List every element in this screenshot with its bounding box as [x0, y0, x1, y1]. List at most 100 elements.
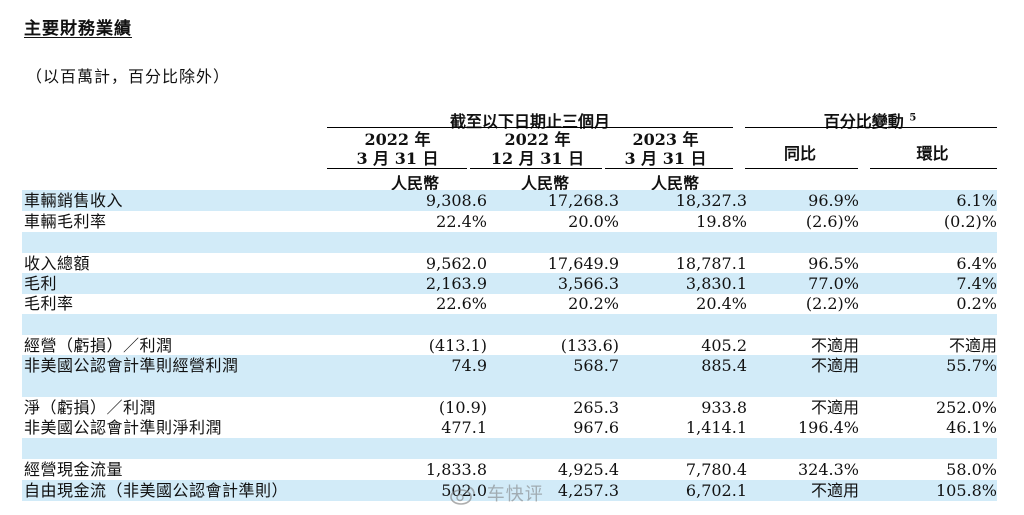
col3-header: 2023 年 3 月 31 日 [598, 130, 733, 168]
period-group-header: 截至以下日期止三個月 [330, 108, 730, 132]
cell-q4-2022: (133.6) [561, 335, 619, 356]
period-group-rule [327, 127, 733, 128]
table-row: 毛利率 22.6% 20.2% 20.4% (2.2)% 0.2% [22, 293, 997, 314]
cell-yoy: (2.6)% [806, 211, 859, 232]
yoy-header: 同比 [745, 140, 855, 164]
table-row: 收入總額 9,562.0 17,649.9 18,787.1 96.5% 6.4… [22, 253, 997, 274]
row-label: 經營（虧損）／利潤 [24, 335, 173, 356]
row-label: 自由現金流（非美國公認會計準則） [24, 480, 288, 501]
table-row: 經營現金流量 1,833.8 4,925.4 7,780.4 324.3% 58… [22, 459, 997, 480]
table-row: 車輛銷售收入 9,308.6 17,268.3 18,327.3 96.9% 6… [22, 190, 997, 211]
cell-q1-2022: (413.1) [429, 335, 487, 356]
col3-year: 2023 年 [598, 130, 733, 149]
cell-q1-2023: 18,787.1 [676, 253, 747, 274]
row-label: 車輛銷售收入 [24, 190, 123, 211]
row-label: 經營現金流量 [24, 459, 123, 480]
cell-qoq: 105.8% [936, 480, 997, 501]
section-title: 主要財務業績 [24, 14, 132, 39]
cell-q4-2022: 20.0% [568, 211, 619, 232]
cell-q4-2022: 4,925.4 [558, 459, 619, 480]
yoy-rule [745, 168, 858, 169]
cell-q1-2022: 9,308.6 [426, 190, 487, 211]
cell-q4-2022: 568.7 [573, 355, 619, 376]
cell-q4-2022: 20.2% [568, 293, 619, 314]
cell-q1-2023: 885.4 [701, 355, 747, 376]
cell-q1-2023: 1,414.1 [686, 417, 747, 438]
cell-q1-2022: (10.9) [439, 397, 487, 418]
cell-qoq: 46.1% [946, 417, 997, 438]
cell-qoq: 58.0% [946, 459, 997, 480]
weibo-logo-icon [450, 485, 476, 505]
cell-q1-2023: 405.2 [701, 335, 747, 356]
cell-yoy: 不適用 [811, 335, 859, 356]
change-group-rule [745, 127, 997, 128]
col2-header: 2022 年 12 月 31 日 [470, 130, 605, 168]
row-label: 毛利 [24, 273, 57, 294]
cell-q4-2022: 17,268.3 [548, 190, 619, 211]
spacer-band [22, 438, 997, 459]
cell-q1-2023: 6,702.1 [686, 480, 747, 501]
cell-yoy: 77.0% [808, 273, 859, 294]
spacer-band [22, 314, 997, 335]
cell-q4-2022: 17,649.9 [548, 253, 619, 274]
spacer-band [22, 232, 997, 253]
table-row: 非美國公認會計準則經營利潤 74.9 568.7 885.4 不適用 55.7% [22, 355, 997, 376]
cell-yoy: 不適用 [811, 480, 859, 501]
qoq-rule [870, 168, 997, 169]
cell-q1-2022: 9,562.0 [426, 253, 487, 274]
table-row: 經營（虧損）／利潤 (413.1) (133.6) 405.2 不適用 不適用 [22, 335, 997, 356]
cell-q1-2023: 3,830.1 [686, 273, 747, 294]
spacer-band [22, 376, 997, 397]
cell-qoq: 7.4% [956, 273, 997, 294]
qoq-header: 環比 [870, 140, 995, 164]
cell-yoy: (2.2)% [806, 293, 859, 314]
cell-yoy: 324.3% [798, 459, 859, 480]
row-label: 毛利率 [24, 293, 74, 314]
cell-q4-2022: 3,566.3 [558, 273, 619, 294]
cell-q1-2023: 19.8% [696, 211, 747, 232]
table-row: 毛利 2,163.9 3,566.3 3,830.1 77.0% 7.4% [22, 273, 997, 294]
cell-yoy: 196.4% [798, 417, 859, 438]
cell-qoq: (0.2)% [944, 211, 997, 232]
change-group-header: 百分比變動 5 [745, 108, 995, 132]
col3-rule [605, 168, 733, 169]
cell-q1-2023: 7,780.4 [686, 459, 747, 480]
cell-q4-2022: 967.6 [573, 417, 619, 438]
cell-qoq: 252.0% [936, 397, 997, 418]
change-group-label: 百分比變動 [824, 112, 904, 131]
cell-qoq: 55.7% [946, 355, 997, 376]
col2-date: 12 月 31 日 [470, 149, 605, 168]
cell-q1-2023: 18,327.3 [676, 190, 747, 211]
col1-date: 3 月 31 日 [330, 149, 465, 168]
cell-q1-2022: 22.4% [436, 211, 487, 232]
table-row: 淨（虧損）／利潤 (10.9) 265.3 933.8 不適用 252.0% [22, 397, 997, 418]
cell-q1-2022: 22.6% [436, 293, 487, 314]
table-row: 車輛毛利率 22.4% 20.0% 19.8% (2.6)% (0.2)% [22, 211, 997, 232]
col3-date: 3 月 31 日 [598, 149, 733, 168]
cell-q1-2022: 2,163.9 [426, 273, 487, 294]
cell-qoq: 不適用 [949, 335, 997, 356]
cell-yoy: 不適用 [811, 355, 859, 376]
cell-q1-2023: 933.8 [701, 397, 747, 418]
row-label: 淨（虧損）／利潤 [24, 397, 156, 418]
cell-yoy: 不適用 [811, 397, 859, 418]
watermark: 车快评 [450, 480, 544, 506]
cell-q4-2022: 265.3 [573, 397, 619, 418]
col1-year: 2022 年 [330, 130, 465, 149]
cell-qoq: 6.1% [956, 190, 997, 211]
row-label: 非美國公認會計準則淨利潤 [24, 417, 222, 438]
cell-qoq: 0.2% [956, 293, 997, 314]
cell-q1-2022: 74.9 [451, 355, 487, 376]
change-footnote: 5 [909, 113, 916, 124]
cell-q1-2023: 20.4% [696, 293, 747, 314]
col2-rule [470, 168, 602, 169]
col1-rule [327, 168, 467, 169]
watermark-text: 车快评 [487, 484, 544, 505]
row-label: 非美國公認會計準則經營利潤 [24, 355, 239, 376]
cell-q4-2022: 4,257.3 [558, 480, 619, 501]
cell-yoy: 96.9% [808, 190, 859, 211]
row-label: 車輛毛利率 [24, 211, 107, 232]
cell-q1-2022: 477.1 [441, 417, 487, 438]
unit-note: （以百萬計，百分比除外） [26, 63, 230, 87]
cell-yoy: 96.5% [808, 253, 859, 274]
